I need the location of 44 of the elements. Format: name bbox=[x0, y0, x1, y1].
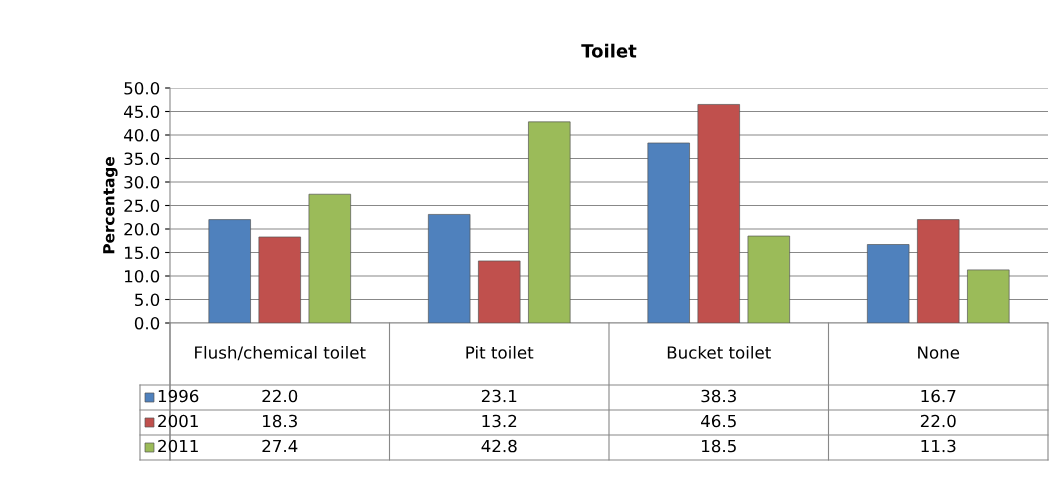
y-tick-label: 5.0 bbox=[135, 293, 160, 307]
x-tick-label: Flush/chemical toilet bbox=[195, 345, 366, 361]
bar bbox=[428, 214, 471, 323]
x-tick-label: None bbox=[918, 346, 960, 359]
data-label: 18.5 bbox=[702, 439, 736, 453]
bar bbox=[647, 142, 690, 323]
y-tick-label: 20.0 bbox=[124, 222, 160, 236]
bar bbox=[747, 235, 790, 323]
legend-label: 2001 bbox=[158, 414, 198, 428]
data-label: 22.0 bbox=[920, 414, 956, 428]
y-tick-label: 50.0 bbox=[124, 81, 160, 95]
bar bbox=[917, 219, 960, 323]
bar bbox=[528, 121, 571, 323]
y-axis-title: Percentage bbox=[103, 157, 118, 254]
data-label: 27.4 bbox=[262, 439, 298, 453]
x-tick-label: Bucket toilet bbox=[667, 345, 771, 359]
bar bbox=[478, 260, 521, 323]
y-tick-label: 15.0 bbox=[125, 246, 160, 260]
y-tick-label: 0.0 bbox=[134, 316, 160, 330]
x-tick-label: Pit toilet bbox=[466, 345, 534, 359]
data-label: 42.8 bbox=[481, 439, 517, 453]
y-tick-label: 30.0 bbox=[124, 175, 160, 189]
bar bbox=[308, 193, 351, 323]
bar bbox=[208, 219, 251, 323]
y-tick-label: 25.0 bbox=[124, 199, 160, 213]
bar bbox=[258, 236, 301, 323]
y-tick-label: 10.0 bbox=[125, 269, 160, 283]
data-label: 46.5 bbox=[701, 414, 736, 428]
data-label: 38.3 bbox=[701, 389, 736, 403]
y-tick-label: 35.0 bbox=[124, 152, 160, 166]
bar bbox=[867, 244, 910, 323]
y-tick-label: 40.0 bbox=[123, 128, 160, 142]
data-label: 23.1 bbox=[481, 389, 517, 403]
chart-title: Toilet bbox=[581, 43, 637, 58]
y-tick-label: 45.0 bbox=[123, 105, 160, 119]
bar bbox=[967, 269, 1010, 323]
data-label: 16.7 bbox=[921, 389, 956, 403]
legend-label: 1996 bbox=[158, 389, 199, 403]
data-label: 13.2 bbox=[482, 414, 517, 428]
data-label: 22.0 bbox=[262, 389, 298, 403]
data-label: 18.3 bbox=[263, 414, 297, 428]
bar bbox=[697, 104, 740, 323]
legend-label: 2011 bbox=[158, 439, 198, 453]
data-label: 11.3 bbox=[921, 439, 956, 453]
